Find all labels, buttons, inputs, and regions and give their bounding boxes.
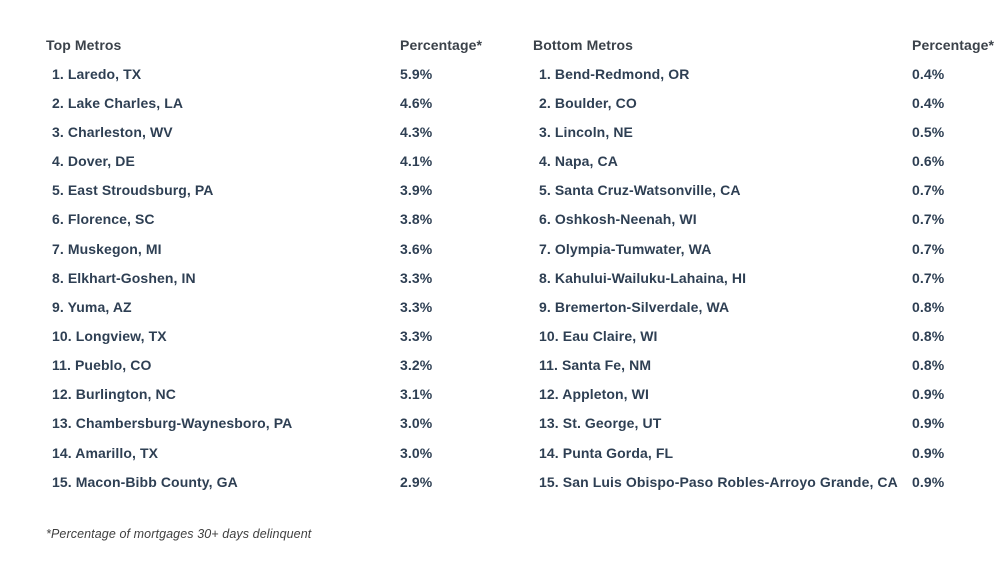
metro-percentage: 3.0% xyxy=(400,415,433,432)
metro-percentage: 3.8% xyxy=(400,211,433,228)
footnote: *Percentage of mortgages 30+ days delinq… xyxy=(46,527,312,541)
metro-label: 15. San Luis Obispo-Paso Robles-Arroyo G… xyxy=(539,473,898,490)
metro-label: 1. Laredo, TX xyxy=(52,65,142,82)
metro-percentage: 3.3% xyxy=(400,327,433,344)
metro-percentage: 0.8% xyxy=(912,357,945,374)
metro-label: 8. Kahului-Wailuku-Lahaina, HI xyxy=(539,269,747,286)
metro-percentage: 2.9% xyxy=(400,473,433,490)
metro-percentage: 0.9% xyxy=(912,386,945,403)
metro-label: 7. Muskegon, MI xyxy=(52,240,162,257)
metro-label: 3. Lincoln, NE xyxy=(539,123,633,140)
metro-label: 11. Pueblo, CO xyxy=(52,357,152,374)
metro-percentage: 3.2% xyxy=(400,357,433,374)
metro-label: 5. Santa Cruz-Watsonville, CA xyxy=(539,182,741,199)
metro-label: 10. Longview, TX xyxy=(52,327,167,344)
top-metros-table: Top Metros Percentage* 1. Laredo, TX 5.9… xyxy=(46,30,533,496)
metro-percentage: 5.9% xyxy=(400,65,433,82)
metro-percentage: 0.7% xyxy=(912,182,945,199)
metro-label: 6. Oshkosh-Neenah, WI xyxy=(539,211,697,228)
metro-percentage: 3.1% xyxy=(400,386,433,403)
metro-percentage: 0.9% xyxy=(912,444,945,461)
metro-label: 9. Bremerton-Silverdale, WA xyxy=(539,298,730,315)
metro-percentage: 3.0% xyxy=(400,444,433,461)
metro-percentage: 0.5% xyxy=(912,123,945,140)
metro-percentage: 0.7% xyxy=(912,211,945,228)
metro-percentage: 4.3% xyxy=(400,123,433,140)
metro-percentage: 0.9% xyxy=(912,473,945,490)
metro-percentage: 0.4% xyxy=(912,94,945,111)
bottom-metros-column-header: Bottom Metros xyxy=(533,36,634,53)
metro-label: 8. Elkhart-Goshen, IN xyxy=(52,269,196,286)
metro-label: 13. Chambersburg-Waynesboro, PA xyxy=(52,415,293,432)
top-metros-column-header: Top Metros xyxy=(46,36,122,53)
metro-label: 1. Bend-Redmond, OR xyxy=(539,65,690,82)
metro-label: 14. Punta Gorda, FL xyxy=(539,444,674,461)
metro-label: 14. Amarillo, TX xyxy=(52,444,159,461)
metro-percentage: 4.6% xyxy=(400,94,433,111)
metro-percentage: 4.1% xyxy=(400,153,433,170)
metro-label: 12. Appleton, WI xyxy=(539,386,649,403)
metro-percentage: 3.3% xyxy=(400,269,433,286)
metro-percentage: 3.3% xyxy=(400,298,433,315)
metro-label: 6. Florence, SC xyxy=(52,211,155,228)
metro-label: 15. Macon-Bibb County, GA xyxy=(52,473,238,490)
metro-label: 2. Boulder, CO xyxy=(539,94,637,111)
metro-percentage: 0.7% xyxy=(912,269,945,286)
metro-label: 2. Lake Charles, LA xyxy=(52,94,184,111)
metro-label: 11. Santa Fe, NM xyxy=(539,357,652,374)
bottom-percentage-column-header: Percentage* xyxy=(912,36,995,53)
metro-label: 13. St. George, UT xyxy=(539,415,662,432)
metro-label: 4. Napa, CA xyxy=(539,153,618,170)
metro-delinquency-tables: Top Metros Percentage* 1. Laredo, TX 5.9… xyxy=(46,30,1001,496)
bottom-metros-table: Bottom Metros Percentage* 1. Bend-Redmon… xyxy=(533,30,1001,496)
metro-percentage: 0.8% xyxy=(912,327,945,344)
metro-label: 5. East Stroudsburg, PA xyxy=(52,182,214,199)
top-percentage-column-header: Percentage* xyxy=(400,36,483,53)
metro-percentage: 3.9% xyxy=(400,182,433,199)
metro-label: 3. Charleston, WV xyxy=(52,123,173,140)
metro-label: 4. Dover, DE xyxy=(52,153,135,170)
metro-percentage: 0.7% xyxy=(912,240,945,257)
metro-percentage: 0.6% xyxy=(912,153,945,170)
metro-percentage: 0.8% xyxy=(912,298,945,315)
metro-percentage: 0.4% xyxy=(912,65,945,82)
metro-percentage: 0.9% xyxy=(912,415,945,432)
metro-percentage: 3.6% xyxy=(400,240,433,257)
metro-label: 7. Olympia-Tumwater, WA xyxy=(539,240,712,257)
metro-label: 9. Yuma, AZ xyxy=(52,298,132,315)
metro-label: 12. Burlington, NC xyxy=(52,386,176,403)
metro-label: 10. Eau Claire, WI xyxy=(539,327,658,344)
